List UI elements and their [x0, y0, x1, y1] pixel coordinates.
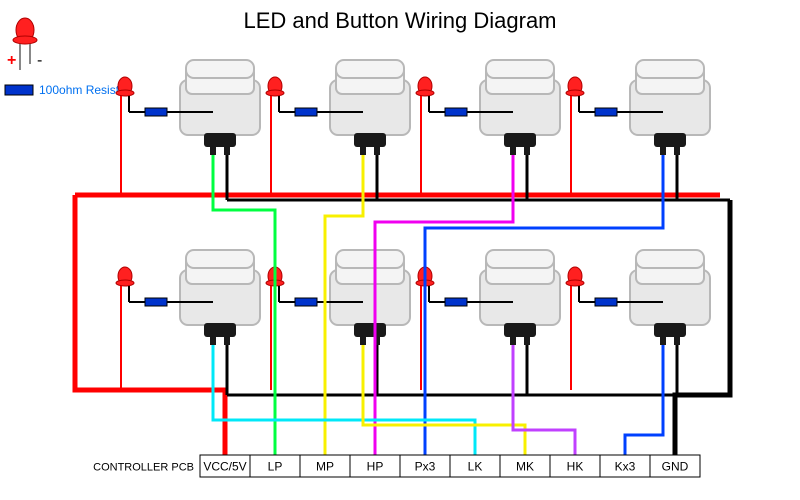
svg-text:Kx3: Kx3	[615, 459, 636, 473]
svg-text:100ohm Resistor: 100ohm Resistor	[39, 83, 130, 97]
svg-text:MP: MP	[316, 459, 334, 473]
svg-text:CONTROLLER PCB: CONTROLLER PCB	[93, 461, 194, 473]
svg-text:-: -	[37, 52, 42, 69]
svg-text:HK: HK	[567, 459, 584, 473]
svg-text:LP: LP	[268, 459, 283, 473]
wiring-svg: + - 100ohm Resistor CONTROLLER PCB VCC/5V LP M…	[0, 0, 800, 500]
svg-text:VCC/5V: VCC/5V	[203, 459, 246, 473]
svg-text:+: +	[7, 52, 16, 69]
svg-text:HP: HP	[367, 459, 384, 473]
svg-text:GND: GND	[662, 459, 689, 473]
svg-text:Px3: Px3	[415, 459, 436, 473]
svg-text:MK: MK	[516, 459, 534, 473]
svg-text:LK: LK	[468, 459, 483, 473]
